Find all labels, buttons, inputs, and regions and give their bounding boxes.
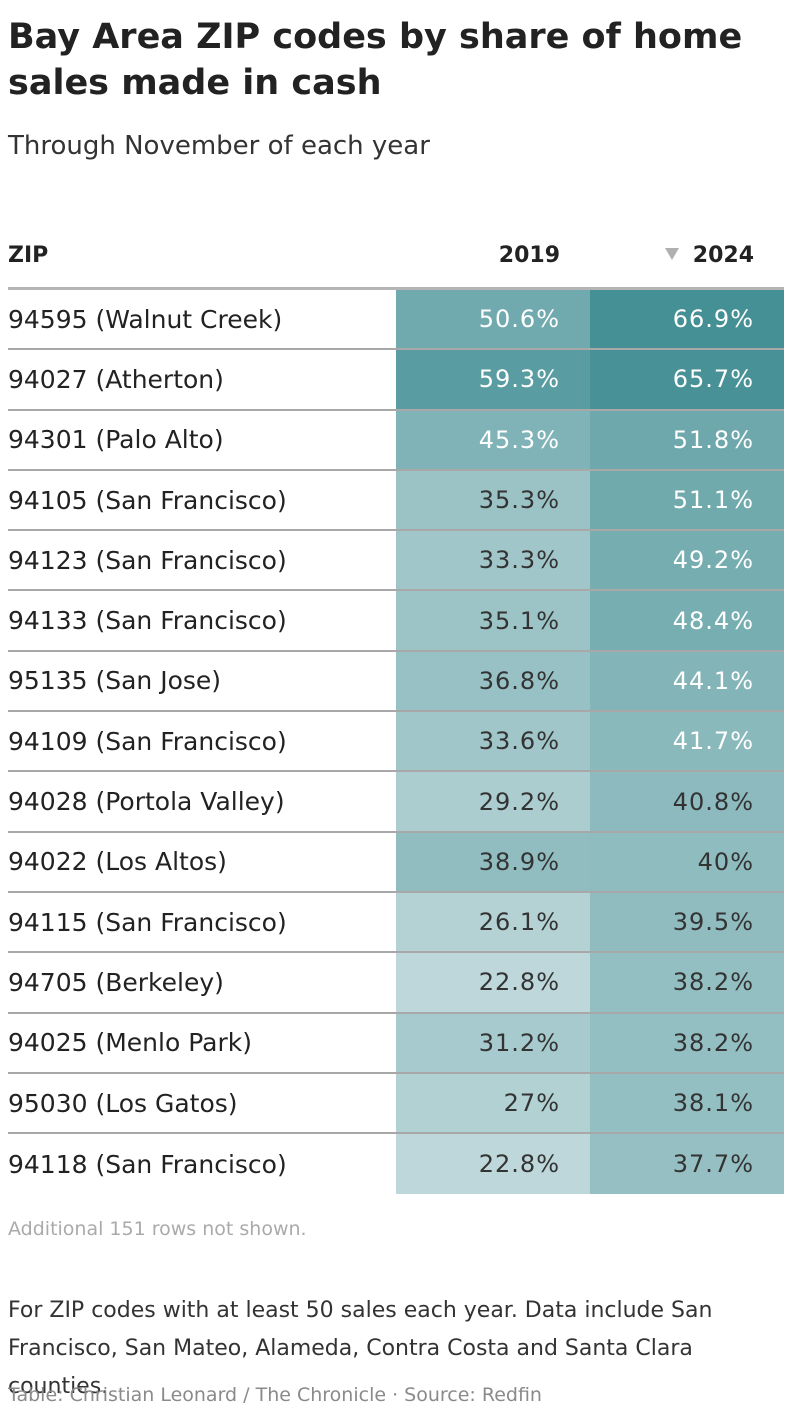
footnote: For ZIP codes with at least 50 sales eac…	[8, 1298, 713, 1399]
zip-cell: 94595 (Walnut Creek)	[8, 304, 283, 334]
value-cell-2024: 66.9%	[590, 290, 784, 349]
table-row: 94109 (San Francisco) 33.6% 41.7%	[8, 712, 784, 773]
value-cell-2024: 48.4%	[590, 591, 784, 650]
zip-cell: 95135 (San Jose)	[8, 666, 222, 696]
zip-cell: 94022 (Los Altos)	[8, 847, 227, 877]
table-row: 94301 (Palo Alto) 45.3% 51.8%	[8, 410, 784, 471]
value-cell-2024: 41.7%	[590, 712, 784, 771]
value-cell-2024: 38.2%	[590, 953, 784, 1012]
table-row: 94115 (San Francisco) 26.1% 39.5%	[8, 892, 784, 954]
data-table: ZIP 2019 2024 94595 (Walnut Creek) 50.6% 6…	[8, 230, 784, 1195]
zip-cell: 94105 (San Francisco)	[8, 485, 287, 515]
source-credit: Table: Christian Leonard / The Chronicle…	[8, 1384, 542, 1406]
value-cell-2024: 44.1%	[590, 651, 784, 711]
chart-title: Bay Area ZIP codes by share of home sale…	[8, 17, 743, 103]
value-cell-2024: 40%	[590, 832, 784, 891]
value-cell-2019: 31.2%	[396, 1013, 590, 1072]
table-row: 94105 (San Francisco) 35.3% 51.1%	[8, 470, 784, 532]
table-row: 94133 (San Francisco) 35.1% 48.4%	[8, 591, 784, 652]
column-header-zip[interactable]: ZIP	[8, 243, 49, 268]
value-cell-2024: 38.2%	[590, 1013, 784, 1072]
column-header-2024[interactable]: 2024	[590, 241, 754, 271]
table-row: 95135 (San Jose) 36.8% 44.1%	[8, 651, 784, 713]
value-cell-2019: 33.6%	[396, 712, 590, 771]
value-cell-2024: 65.7%	[590, 350, 784, 409]
zip-cell: 95030 (Los Gatos)	[8, 1088, 238, 1118]
value-cell-2019: 38.9%	[396, 832, 590, 891]
value-cell-2024: 51.1%	[590, 470, 784, 530]
zip-cell: 94301 (Palo Alto)	[8, 425, 224, 455]
value-cell-2019: 27%	[396, 1073, 590, 1133]
value-cell-2019: 35.1%	[396, 591, 590, 650]
zip-cell: 94109 (San Francisco)	[8, 726, 287, 756]
zip-cell: 94705 (Berkeley)	[8, 967, 224, 997]
value-cell-2019: 22.8%	[396, 953, 590, 1012]
zip-cell: 94118 (San Francisco)	[8, 1149, 287, 1179]
column-header-2019[interactable]: 2019	[498, 243, 560, 268]
table-row: 94027 (Atherton) 59.3% 65.7%	[8, 350, 784, 411]
zip-cell: 94133 (San Francisco)	[8, 606, 287, 636]
zip-cell: 94028 (Portola Valley)	[8, 787, 285, 817]
value-cell-2019: 45.3%	[396, 410, 590, 469]
table-row: 94028 (Portola Valley) 29.2% 40.8%	[8, 772, 784, 833]
column-header-2024-label: 2024	[692, 243, 754, 268]
value-cell-2019: 26.1%	[396, 892, 590, 952]
value-cell-2024: 37.7%	[590, 1134, 784, 1195]
value-cell-2019: 33.3%	[396, 531, 590, 590]
table-row: 94025 (Menlo Park) 31.2% 38.2%	[8, 1013, 784, 1074]
table-row: 94705 (Berkeley) 22.8% 38.2%	[8, 953, 784, 1014]
table-row: 94118 (San Francisco) 22.8% 37.7%	[8, 1134, 784, 1195]
table-row: 95030 (Los Gatos) 27% 38.1%	[8, 1073, 784, 1135]
value-cell-2019: 36.8%	[396, 651, 590, 711]
table-row: 94123 (San Francisco) 33.3% 49.2%	[8, 531, 784, 592]
zip-cell: 94115 (San Francisco)	[8, 907, 287, 937]
value-cell-2019: 35.3%	[396, 470, 590, 530]
zip-cell: 94123 (San Francisco)	[8, 545, 287, 575]
value-cell-2024: 40.8%	[590, 772, 784, 831]
table-body: 94595 (Walnut Creek) 50.6% 66.9% 94027 (Ath…	[8, 290, 784, 1195]
value-cell-2019: 59.3%	[396, 350, 590, 409]
value-cell-2024: 39.5%	[590, 892, 784, 952]
rows-not-shown-note: Additional 151 rows not shown.	[8, 1218, 307, 1240]
value-cell-2019: 50.6%	[396, 290, 590, 349]
zip-cell: 94025 (Menlo Park)	[8, 1028, 252, 1058]
value-cell-2024: 49.2%	[590, 531, 784, 590]
value-cell-2019: 29.2%	[396, 772, 590, 831]
value-cell-2024: 38.1%	[590, 1073, 784, 1133]
value-cell-2019: 22.8%	[396, 1134, 590, 1195]
sort-descending-icon	[664, 248, 679, 260]
table-row: 94595 (Walnut Creek) 50.6% 66.9%	[8, 290, 784, 351]
table-header: ZIP 2019 2024	[8, 230, 784, 290]
value-cell-2024: 51.8%	[590, 410, 784, 469]
chart-subtitle: Through November of each year	[8, 131, 430, 161]
zip-cell: 94027 (Atherton)	[8, 364, 224, 394]
table-row: 94022 (Los Altos) 38.9% 40%	[8, 832, 784, 893]
